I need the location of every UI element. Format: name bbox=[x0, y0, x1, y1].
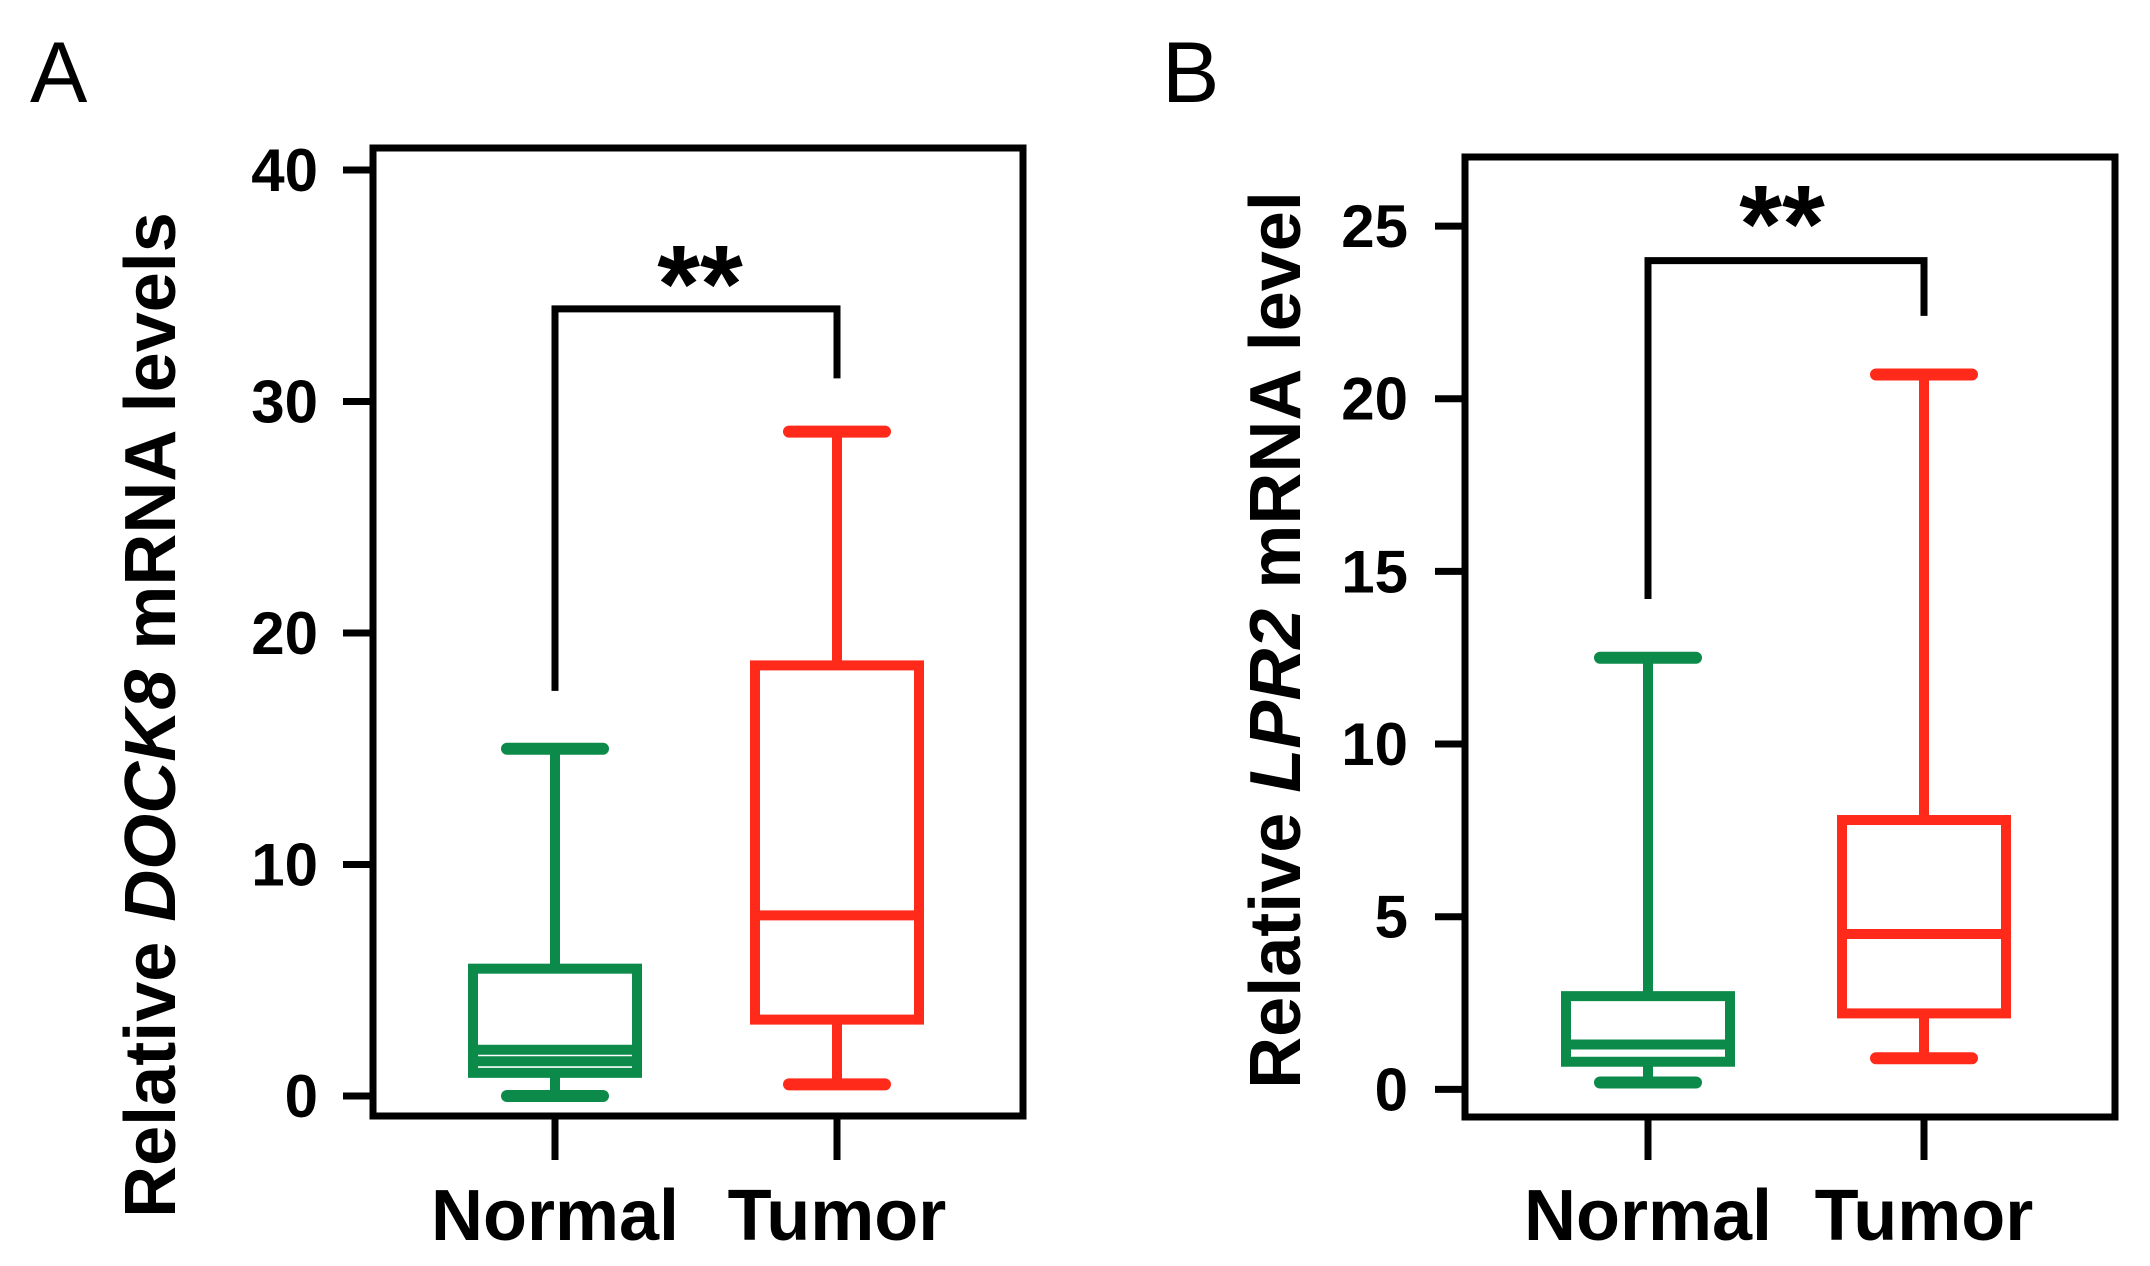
category-label-b-tumor: Tumor bbox=[1815, 1176, 2034, 1256]
y-tick-label: 30 bbox=[251, 369, 318, 436]
box-tumor bbox=[750, 425, 924, 1091]
y-axis-label-a-gene: DOCK8 bbox=[111, 670, 191, 922]
box-iqr bbox=[1837, 815, 2011, 1019]
y-tick-label: 40 bbox=[251, 137, 318, 204]
y-ticks-b: 0 5 10 15 20 25 bbox=[1341, 193, 1928, 1160]
y-tick-label: 0 bbox=[285, 1063, 318, 1130]
box-normal bbox=[468, 742, 642, 1102]
box-iqr bbox=[750, 660, 924, 1025]
plot-frame-b bbox=[1461, 153, 2119, 1121]
y-tick-label: 25 bbox=[1341, 193, 1408, 260]
y-tick-label: 0 bbox=[1375, 1056, 1408, 1123]
box-iqr bbox=[1561, 991, 1735, 1067]
y-axis-label-a: Relative DOCK8 mRNA levels bbox=[111, 212, 191, 1218]
panel-letter-b: B bbox=[1162, 25, 1219, 121]
y-tick-label: 10 bbox=[1341, 711, 1408, 778]
y-tick-label: 20 bbox=[251, 600, 318, 667]
category-label-b-normal: Normal bbox=[1524, 1176, 1772, 1256]
y-axis-label-b-gene: LPR2 bbox=[1236, 609, 1316, 793]
y-axis-label-a-suffix: mRNA levels bbox=[111, 212, 191, 670]
category-label-a-tumor: Tumor bbox=[728, 1176, 947, 1256]
box-tumor bbox=[1837, 368, 2011, 1065]
y-ticks-a: 0 10 20 30 40 bbox=[251, 137, 841, 1160]
box-normal bbox=[1561, 651, 1735, 1089]
significance-stars-a: ** bbox=[657, 223, 743, 346]
significance-bracket bbox=[1644, 257, 1928, 600]
y-tick-label: 15 bbox=[1341, 538, 1408, 605]
category-label-a-normal: Normal bbox=[431, 1176, 679, 1256]
y-tick-label: 5 bbox=[1375, 884, 1408, 951]
boxes-b bbox=[1561, 257, 2011, 1089]
panel-a: A Relative DOCK8 mRNA levels 0 10 20 30 40 *… bbox=[30, 25, 1027, 1256]
y-axis-label-b: Relative LPR2 mRNA level bbox=[1236, 191, 1316, 1089]
y-axis-label-b-suffix: mRNA level bbox=[1236, 191, 1316, 608]
box-iqr bbox=[468, 963, 642, 1078]
panel-b: B Relative LPR2 mRNA level 0 5 10 15 20 25 **… bbox=[1162, 25, 2119, 1256]
boxes-a bbox=[468, 305, 924, 1102]
y-axis-label-a-prefix: Relative bbox=[111, 922, 191, 1218]
significance-bracket bbox=[551, 305, 841, 691]
y-axis-label-b-prefix: Relative bbox=[1236, 793, 1316, 1089]
y-tick-label: 10 bbox=[251, 832, 318, 899]
panel-letter-a: A bbox=[30, 25, 88, 121]
significance-stars-b: ** bbox=[1739, 163, 1825, 286]
y-tick-label: 20 bbox=[1341, 366, 1408, 433]
